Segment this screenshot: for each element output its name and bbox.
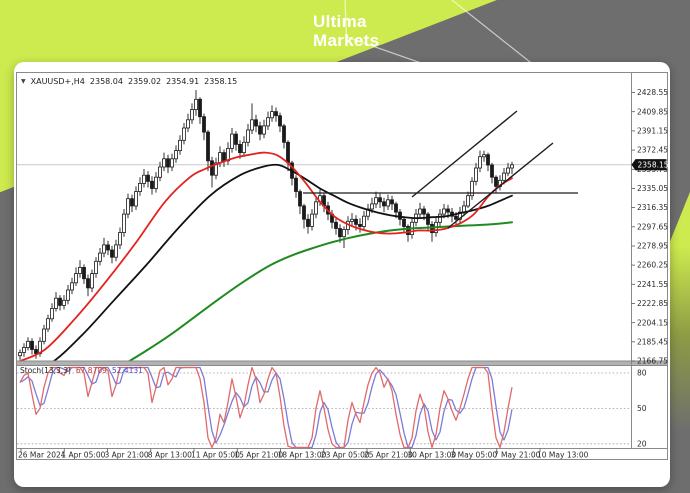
brand-edge-shape (667, 192, 690, 492)
time-axis-label: 3 May 05:00 (451, 451, 498, 460)
ohlc-close: 2358.15 (204, 77, 238, 86)
symbol-title: XAUUSD+,H4 (30, 77, 85, 86)
channel-upper-trendline[interactable] (411, 110, 518, 198)
candles (18, 90, 514, 360)
price-axis-label: 2185.45 (637, 337, 668, 346)
price-axis-label: 2204.15 (637, 318, 668, 327)
time-axis-label: 11 Apr 05:00 (191, 451, 240, 460)
hexagon-outline-decoration (344, 0, 541, 70)
stoch-level-label: 20 (637, 439, 647, 448)
time-axis-label: 7 May 21:00 (494, 451, 541, 460)
time-axis-label: 3 Apr 21:00 (105, 451, 149, 460)
brand-logo: Ultima Markets (287, 12, 380, 53)
symbol-dropdown-icon[interactable]: ▼ (21, 78, 26, 85)
chart-bg (16, 72, 668, 460)
indicator-main-value: 67.8709 (75, 366, 107, 375)
brand-name-line2: Markets (313, 30, 380, 50)
price-axis-label: 2335.05 (637, 184, 668, 193)
time-axis-label: 8 Apr 13:00 (148, 451, 192, 460)
price-axis-label: 2409.85 (637, 107, 668, 116)
time-axis-label: 25 Apr 21:00 (364, 451, 413, 460)
ohlc-low: 2354.91 (166, 77, 200, 86)
stoch-main-line (19, 366, 513, 448)
price-axis-label: 2241.55 (637, 280, 668, 289)
time-axis-label: 1 Apr 05:00 (61, 451, 105, 460)
price-axis-label: 2372.45 (637, 146, 668, 155)
ohlc-open: 2358.04 (89, 77, 123, 86)
brand-logo-text: Ultima Markets (313, 12, 380, 50)
price-axis-label: 2316.35 (637, 203, 668, 212)
price-axis-label: 2222.85 (637, 299, 668, 308)
ohlc-high: 2359.02 (127, 77, 162, 86)
time-axis-label: 10 May 13:00 (537, 451, 589, 460)
panel-splitter[interactable] (16, 360, 668, 366)
brand-name-line1: Ultima (313, 12, 367, 31)
brand-logo-icon (287, 14, 304, 52)
price-axis[interactable]: 2428.552409.852391.152372.452353.752335.… (631, 88, 669, 366)
ma-mid-black-line (52, 163, 513, 361)
price-axis-label: 2391.15 (637, 127, 668, 136)
current-price-tag-text: 2358.15 (638, 161, 669, 170)
stoch-level-label: 80 (637, 369, 647, 378)
current-price-tag (631, 159, 667, 171)
time-axis-label: 15 Apr 21:00 (234, 451, 283, 460)
price-axis-label: 2166.75 (637, 357, 668, 366)
time-axis-label: 18 Apr 13:00 (278, 451, 327, 460)
price-axis-label: 2260.25 (637, 261, 668, 270)
stoch-level-label: 50 (637, 404, 647, 413)
stochastic-panel: 80 50 20 (17, 366, 647, 448)
price-axis-label: 2297.65 (637, 222, 668, 231)
time-axis-label: 30 Apr 13:00 (407, 451, 456, 460)
time-axis-label: 23 Apr 05:00 (321, 451, 370, 460)
channel-lower-trendline[interactable] (447, 142, 554, 229)
price-axis-label: 2278.95 (637, 242, 668, 251)
time-axis-label: 26 Mar 2024 (18, 451, 66, 460)
price-axis-label: 2428.55 (637, 88, 668, 97)
chart-frame-border (16, 72, 668, 460)
indicator-name: Stoch(13,3,3) (20, 366, 71, 375)
stoch-signal-line (19, 366, 513, 448)
indicator-signal-value: 52.4131 (111, 366, 143, 375)
indicator-label: Stoch(13,3,3) 67.8709 52.4131 (20, 366, 143, 375)
symbol-bar[interactable]: ▼ XAUUSD+,H4 2358.04 2359.02 2354.91 235… (21, 77, 237, 86)
